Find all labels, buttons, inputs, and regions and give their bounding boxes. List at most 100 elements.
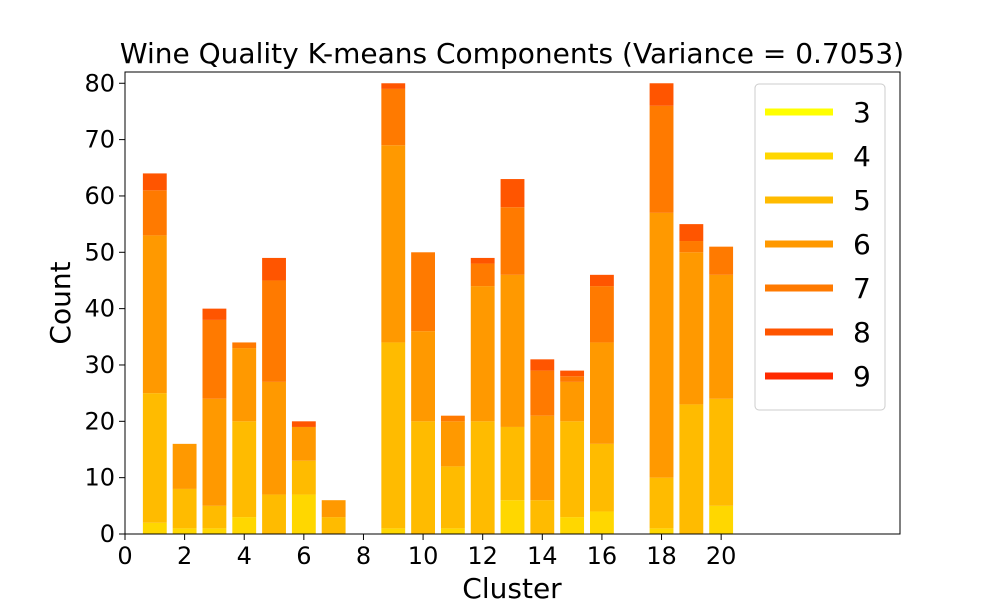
bar-cluster-16-quality-4 — [590, 511, 614, 534]
bar-cluster-19-quality-8 — [679, 224, 704, 242]
y-axis-label: Count — [44, 261, 77, 344]
bar-cluster-6-quality-8 — [291, 421, 316, 427]
legend-label-3: 3 — [853, 96, 871, 129]
x-tick-label: 18 — [646, 542, 677, 570]
bar-cluster-5-quality-5 — [262, 494, 286, 534]
bar-cluster-10-quality-5 — [411, 421, 435, 534]
bar-cluster-5-quality-8 — [262, 257, 286, 281]
bar-cluster-12-quality-6 — [470, 286, 495, 422]
bar-cluster-9-quality-4 — [381, 528, 406, 534]
bar-cluster-12-quality-5 — [470, 421, 495, 534]
bar-cluster-11-quality-4 — [440, 528, 465, 534]
bar-cluster-12-quality-7 — [470, 263, 495, 287]
bar-cluster-13-quality-8 — [500, 179, 525, 208]
bar-cluster-2-quality-4 — [172, 528, 197, 534]
x-tick-label: 0 — [117, 542, 132, 570]
bar-cluster-3-quality-7 — [202, 319, 227, 399]
bar-cluster-10-quality-6 — [411, 331, 435, 422]
bar-cluster-10-quality-7 — [411, 252, 435, 332]
legend-label-9: 9 — [853, 360, 871, 393]
bar-cluster-20-quality-5 — [709, 398, 734, 506]
y-tick-label: 20 — [84, 407, 115, 435]
y-tick-label: 70 — [84, 126, 115, 154]
bar-cluster-13-quality-4 — [500, 500, 525, 534]
legend-label-6: 6 — [853, 228, 871, 261]
bar-cluster-9-quality-7 — [381, 88, 406, 146]
bar-cluster-6-quality-5 — [291, 460, 316, 495]
y-tick-label: 50 — [84, 238, 115, 266]
bar-cluster-9-quality-8 — [381, 83, 406, 89]
bar-cluster-3-quality-8 — [202, 308, 227, 320]
x-tick-label: 4 — [237, 542, 252, 570]
y-tick-label: 40 — [84, 295, 115, 323]
y-axis-ticks: 0 10 20 30 40 50 60 70 80 — [84, 69, 125, 548]
bar-cluster-11-quality-7 — [440, 415, 465, 422]
x-tick-label: 20 — [706, 542, 737, 570]
bar-cluster-2-quality-6 — [172, 443, 197, 489]
legend: 3 4 5 6 7 8 9 — [754, 83, 886, 411]
bar-cluster-15-quality-6 — [560, 381, 585, 422]
bar-cluster-14-quality-5 — [530, 500, 555, 534]
bar-cluster-6-quality-4 — [291, 494, 316, 534]
bar-cluster-18-quality-7 — [649, 105, 674, 213]
bar-cluster-3-quality-6 — [202, 398, 227, 506]
x-tick-label: 6 — [296, 542, 311, 570]
bar-cluster-15-quality-8 — [560, 370, 585, 377]
bar-cluster-16-quality-6 — [590, 342, 614, 444]
bar-cluster-4-quality-7 — [232, 342, 257, 349]
y-tick-label: 10 — [84, 464, 115, 492]
x-tick-label: 8 — [356, 542, 371, 570]
bar-cluster-18-quality-4 — [649, 528, 674, 534]
bar-cluster-1-quality-8 — [142, 173, 167, 191]
legend-label-7: 7 — [853, 272, 871, 305]
bar-cluster-15-quality-4 — [560, 517, 585, 534]
bar-cluster-4-quality-6 — [232, 348, 257, 422]
bar-cluster-13-quality-7 — [500, 207, 525, 275]
bar-cluster-12-quality-8 — [470, 257, 495, 264]
bar-cluster-5-quality-6 — [262, 381, 286, 495]
bar-cluster-15-quality-7 — [560, 376, 585, 382]
x-tick-label: 12 — [467, 542, 498, 570]
bar-cluster-15-quality-5 — [560, 421, 585, 518]
y-tick-label: 0 — [100, 520, 115, 548]
bar-cluster-9-quality-6 — [381, 145, 406, 343]
bar-cluster-16-quality-8 — [590, 274, 614, 287]
bar-cluster-19-quality-5 — [679, 404, 704, 534]
bar-cluster-16-quality-5 — [590, 443, 614, 512]
bar-cluster-18-quality-6 — [649, 212, 674, 478]
bar-cluster-4-quality-5 — [232, 421, 257, 518]
bar-cluster-1-quality-6 — [142, 235, 167, 394]
x-tick-label: 2 — [177, 542, 192, 570]
bar-cluster-18-quality-5 — [649, 477, 674, 529]
bar-cluster-4-quality-4 — [232, 517, 257, 534]
bar-cluster-14-quality-6 — [530, 415, 555, 501]
bar-cluster-1-quality-4 — [142, 522, 167, 534]
plot-area-frame — [124, 71, 901, 535]
bar-cluster-13-quality-5 — [500, 426, 525, 501]
bar-cluster-13-quality-6 — [500, 274, 525, 427]
bar-cluster-1-quality-5 — [142, 393, 167, 523]
bar-cluster-3-quality-5 — [202, 505, 227, 529]
bar-cluster-3-quality-4 — [202, 528, 227, 534]
y-tick-label: 60 — [84, 182, 115, 210]
bar-cluster-18-quality-8 — [649, 83, 674, 106]
bar-cluster-16-quality-7 — [590, 286, 614, 343]
x-tick-label: 10 — [408, 542, 439, 570]
y-tick-label: 80 — [84, 69, 115, 97]
bar-cluster-14-quality-8 — [530, 359, 555, 371]
chart-title: Wine Quality K-means Components (Varianc… — [120, 37, 904, 70]
bar-cluster-9-quality-5 — [381, 342, 406, 529]
legend-label-4: 4 — [853, 140, 871, 173]
bar-cluster-20-quality-6 — [709, 274, 734, 399]
x-tick-label: 16 — [587, 542, 618, 570]
bar-cluster-19-quality-7 — [679, 241, 704, 253]
bar-cluster-6-quality-6 — [291, 426, 316, 461]
legend-label-8: 8 — [853, 316, 871, 349]
bar-cluster-11-quality-5 — [440, 466, 465, 529]
bar-cluster-11-quality-6 — [440, 421, 465, 467]
bar-cluster-14-quality-7 — [530, 370, 555, 416]
bar-cluster-19-quality-6 — [679, 252, 704, 405]
bar-cluster-20-quality-4 — [709, 505, 734, 534]
bar-cluster-7-quality-5 — [321, 517, 346, 534]
